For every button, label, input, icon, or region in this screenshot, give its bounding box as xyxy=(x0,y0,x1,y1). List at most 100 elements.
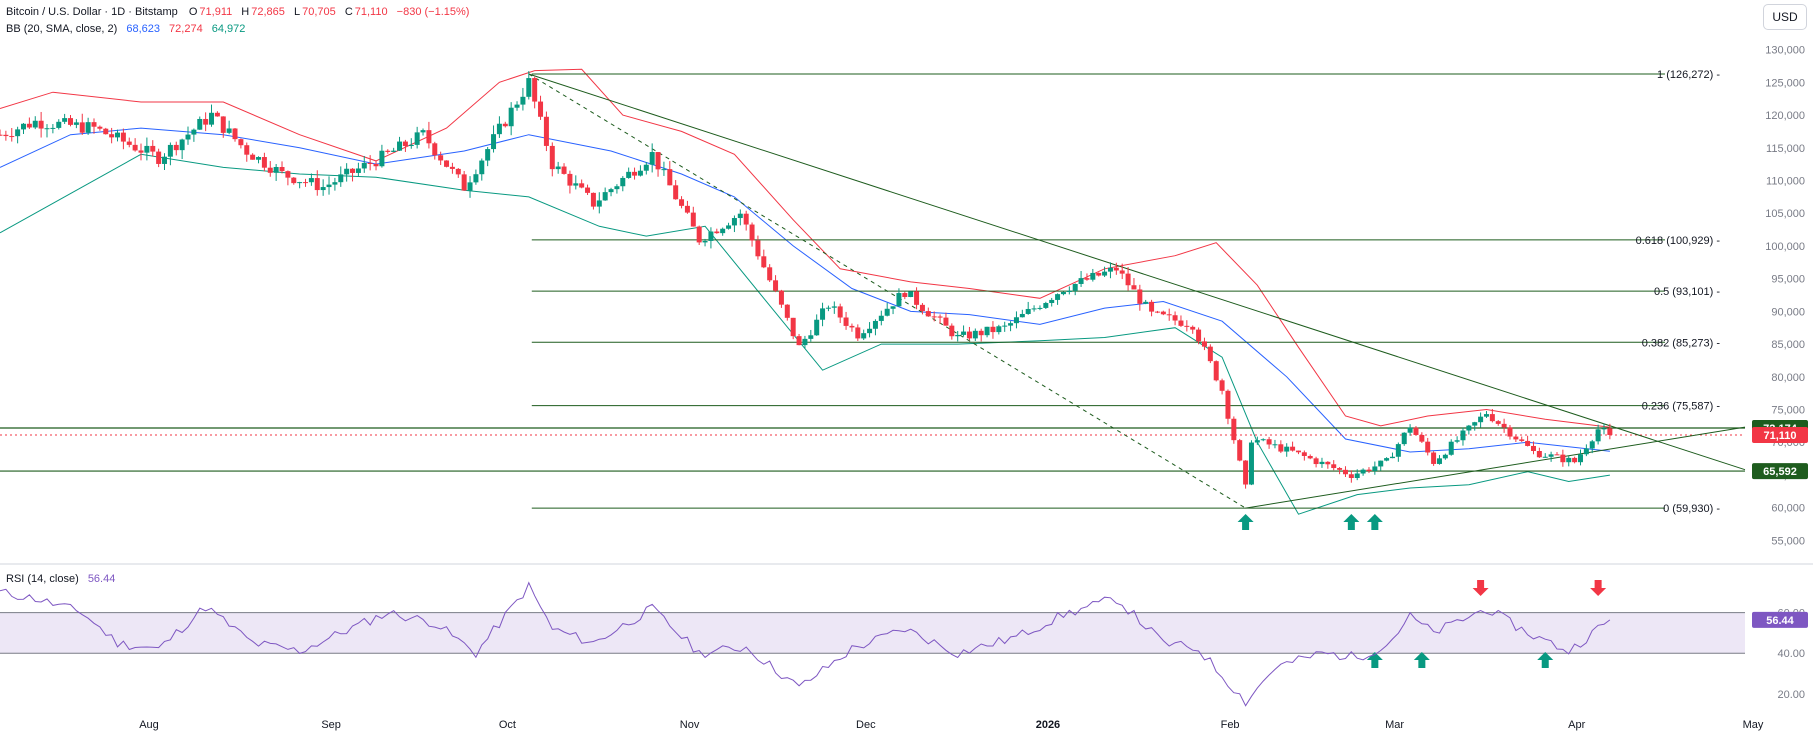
candle-body xyxy=(1184,325,1190,327)
candle-body xyxy=(1237,440,1243,461)
candle-body xyxy=(232,128,238,140)
time-axis-tick: Aug xyxy=(139,719,159,731)
price-axis-tick: 95,000 xyxy=(1771,274,1805,286)
candle-body xyxy=(1595,429,1601,442)
price-axis-tick: 60,000 xyxy=(1771,503,1805,515)
candle-body xyxy=(1019,313,1025,318)
candle-body xyxy=(784,304,790,318)
candle-body xyxy=(0,134,3,136)
candle-body xyxy=(1513,436,1519,440)
candle-body xyxy=(79,122,85,133)
candle-body xyxy=(350,168,356,173)
candle-body xyxy=(379,150,385,167)
change-value: −830 (−1.15%) xyxy=(396,6,470,18)
candle-body xyxy=(1143,301,1149,304)
candle-body xyxy=(1401,432,1407,445)
candle-body xyxy=(1431,452,1437,464)
candle-body xyxy=(367,162,373,164)
candle-body xyxy=(308,178,314,183)
candle-body xyxy=(514,104,520,108)
candle-body xyxy=(802,338,808,346)
candle-body xyxy=(214,112,220,117)
price-axis-tick: 120,000 xyxy=(1765,110,1805,122)
candle-body xyxy=(984,326,990,336)
candle-body xyxy=(467,182,473,191)
candle-body xyxy=(68,118,74,125)
currency-button[interactable]: USD xyxy=(1763,4,1807,30)
candle-body xyxy=(461,174,467,191)
time-axis-tick: Sep xyxy=(321,719,341,731)
candle-body xyxy=(1331,464,1337,469)
candle-body xyxy=(831,306,837,308)
candle-body xyxy=(590,192,596,207)
candle-body xyxy=(1243,460,1249,485)
candle-body xyxy=(209,112,215,125)
candle-body xyxy=(884,308,890,316)
candle-body xyxy=(373,163,379,167)
candle-body xyxy=(1248,442,1254,485)
candle-body xyxy=(679,199,685,206)
candle-body xyxy=(1519,439,1525,441)
candle-body xyxy=(890,306,896,309)
candle-body xyxy=(661,169,667,171)
candle-body xyxy=(62,118,68,122)
candle-body xyxy=(1043,303,1049,308)
candle-body xyxy=(244,145,250,155)
candle-body xyxy=(749,224,755,241)
candle-body xyxy=(1055,294,1061,300)
buy-arrow-icon xyxy=(1237,514,1254,530)
candle-body xyxy=(455,168,461,175)
candle-body xyxy=(778,290,784,305)
sell-arrow-icon xyxy=(1472,580,1489,596)
price-tag xyxy=(1752,463,1808,480)
candle-body xyxy=(26,123,32,128)
candle-body xyxy=(279,166,285,172)
candle-body xyxy=(332,182,338,185)
candle-body xyxy=(937,316,943,318)
candle-body xyxy=(50,127,56,129)
high-value: 72,865 xyxy=(251,6,285,18)
candle-body xyxy=(1589,441,1595,449)
candle-body xyxy=(1472,422,1478,426)
candle-body xyxy=(1601,428,1607,430)
bb-lower-line xyxy=(0,153,1610,515)
candle-body xyxy=(949,325,955,337)
candle-body xyxy=(1325,461,1331,465)
candle-body xyxy=(338,174,344,183)
candle-body xyxy=(1583,448,1589,455)
candle-body xyxy=(303,182,309,184)
candle-body xyxy=(1113,267,1119,271)
candle-body xyxy=(955,334,961,337)
candle-body xyxy=(414,132,420,145)
candle-body xyxy=(1078,278,1084,284)
candle-body xyxy=(1013,317,1019,324)
candle-body xyxy=(608,189,614,193)
candle-body xyxy=(167,144,173,157)
fib-level-label: 0.618 (100,929) - xyxy=(1636,235,1721,247)
candle-body xyxy=(1372,466,1378,471)
candle-body xyxy=(602,192,608,201)
candle-body xyxy=(1137,289,1143,304)
candle-body xyxy=(1231,418,1237,441)
time-axis-tick: Nov xyxy=(680,719,700,731)
fib-level-label: 0 (59,930) - xyxy=(1663,503,1720,515)
rsi-band xyxy=(0,612,1745,654)
candle-body xyxy=(790,317,796,337)
rsi-line xyxy=(0,581,1611,707)
candle-body xyxy=(1254,440,1260,443)
candle-body xyxy=(1307,455,1313,459)
candle-body xyxy=(1278,444,1284,452)
candle-body xyxy=(479,160,485,175)
close-value: 71,110 xyxy=(354,6,388,18)
open-value: 71,911 xyxy=(199,6,233,18)
candle-body xyxy=(1554,454,1560,456)
candle-body xyxy=(825,307,831,309)
candle-body xyxy=(1448,441,1454,455)
bb-label: BB (20, SMA, close, 2) xyxy=(6,23,118,35)
candle-body xyxy=(1107,267,1113,272)
candle-body xyxy=(1478,416,1484,423)
candle-body xyxy=(1577,454,1583,463)
candle-body xyxy=(620,177,626,187)
